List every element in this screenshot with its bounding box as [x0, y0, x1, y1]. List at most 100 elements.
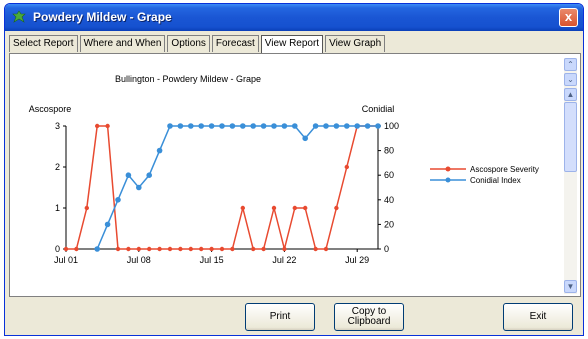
x-tick-label: Jul 08 [127, 255, 151, 265]
conidial-data-point [136, 184, 142, 191]
ascospore-data-point [303, 205, 308, 211]
ascospore-data-point [95, 123, 100, 129]
x-tick-label: Jul 22 [272, 255, 296, 265]
conidial-data-point [229, 123, 236, 129]
ascospore-data-point [344, 164, 349, 170]
left-axis-label: Ascospore [29, 104, 72, 114]
print-label: Print [269, 311, 291, 322]
grape-leaf-icon [12, 10, 26, 23]
ascospore-data-point [74, 246, 79, 252]
x-tick-label: Jul 01 [54, 255, 78, 265]
legend-entry: Ascospore Severity [470, 165, 539, 174]
chart-title: Bullington - Powdery Mildew - Grape [115, 74, 261, 84]
conidial-data-point [250, 123, 256, 129]
ascospore-data-point [261, 246, 266, 252]
ascospore-data-point [84, 205, 90, 211]
exit-button[interactable]: Exit [503, 303, 573, 331]
left-tick-label: 1 [55, 203, 60, 213]
ascospore-data-point [219, 246, 225, 252]
scroll-up-double-icon[interactable]: ⌃ [564, 58, 577, 71]
conidial-data-point [198, 123, 204, 129]
ascospore-data-point [115, 246, 121, 252]
conidial-data-point [292, 123, 298, 129]
tab-forecast[interactable]: Forecast [211, 35, 259, 52]
right-tick-label: 40 [384, 195, 394, 205]
ascospore-data-point [105, 123, 110, 129]
right-axis-label: Conidial [362, 104, 395, 114]
close-button[interactable]: x [559, 8, 578, 27]
conidial-data-point [333, 123, 340, 129]
ascospore-data-point [126, 246, 131, 252]
ascospore-series-line [66, 125, 378, 250]
legend-swatch-marker [445, 177, 451, 183]
title-bar[interactable]: Powdery Mildew - Grape x [5, 4, 583, 31]
scroll-thumb[interactable] [564, 102, 577, 172]
right-tick-label: 80 [384, 146, 394, 156]
conidial-data-point [156, 147, 163, 154]
ascospore-data-point [188, 246, 193, 252]
ascospore-data-point [230, 246, 235, 252]
ascospore-data-point [313, 246, 318, 252]
ascospore-data-point [157, 246, 162, 252]
tab-view-graph[interactable]: View Graph [325, 35, 386, 52]
vertical-scrollbar[interactable]: ⌃ ⌄ ▲ ▼ [564, 58, 577, 294]
scroll-down-icon[interactable]: ▼ [564, 280, 577, 293]
conidial-series-line [96, 125, 378, 250]
window-title: Powdery Mildew - Grape [33, 10, 172, 24]
ascospore-data-point [63, 246, 69, 252]
graph-panel: Bullington - Powdery Mildew - Grape Asco… [9, 53, 581, 297]
conidial-data-point [344, 123, 350, 129]
conidial-data-point [188, 123, 194, 129]
conidial-data-point [104, 221, 111, 228]
right-tick-label: 20 [384, 219, 394, 229]
ascospore-data-point [251, 246, 256, 252]
conidial-data-point [354, 123, 361, 129]
conidial-data-point [208, 123, 215, 129]
conidial-data-point [219, 123, 225, 129]
x-tick-label: Jul 29 [345, 255, 369, 265]
left-tick-label: 2 [55, 162, 60, 172]
conidial-data-point [364, 123, 371, 129]
conidial-data-point [167, 123, 173, 129]
ascospore-data-point [199, 246, 204, 252]
tab-strip: Select Report Where and When Options For… [9, 35, 387, 53]
right-tick-label: 0 [384, 244, 389, 254]
conidial-data-point [146, 172, 152, 178]
tab-select-report[interactable]: Select Report [9, 35, 78, 52]
ascospore-data-point [323, 246, 329, 252]
conidial-data-point [94, 246, 100, 252]
tab-view-report[interactable]: View Report [260, 35, 324, 53]
legend-entry: Conidial Index [470, 176, 521, 185]
exit-label: Exit [529, 311, 547, 322]
scroll-up-icon[interactable]: ▲ [564, 88, 577, 101]
print-button[interactable]: Print [245, 303, 315, 331]
conidial-data-point [312, 123, 319, 129]
conidial-data-point [281, 123, 288, 129]
right-tick-label: 60 [384, 170, 394, 180]
copy-to-clipboard-button[interactable]: Copy to Clipboard [334, 303, 404, 331]
ascospore-data-point [167, 246, 173, 252]
scroll-down-double-icon[interactable]: ⌄ [564, 73, 577, 86]
ascospore-data-point [282, 246, 287, 252]
conidial-data-point [271, 123, 277, 129]
conidial-data-point [323, 123, 329, 129]
ascospore-data-point [292, 205, 297, 211]
conidial-data-point [177, 123, 184, 129]
x-tick-label: Jul 15 [200, 255, 224, 265]
conidial-data-point [375, 123, 381, 129]
right-tick-label: 100 [384, 121, 399, 131]
conidial-data-point [302, 135, 309, 142]
copy-label-line2: Clipboard [347, 316, 391, 327]
tab-where-and-when[interactable]: Where and When [79, 35, 166, 52]
ascospore-data-point [147, 246, 152, 252]
tab-options[interactable]: Options [167, 35, 210, 52]
copy-label-line1: Copy to [351, 306, 387, 317]
conidial-data-point [240, 123, 246, 129]
left-tick-label: 0 [55, 244, 60, 254]
conidial-data-point [260, 123, 267, 129]
left-tick-label: 3 [55, 121, 60, 131]
app-window: Powdery Mildew - Grape x Select Report W… [4, 3, 584, 336]
ascospore-data-point [334, 205, 339, 211]
legend-swatch-marker [445, 166, 451, 172]
conidial-data-point [115, 197, 121, 203]
